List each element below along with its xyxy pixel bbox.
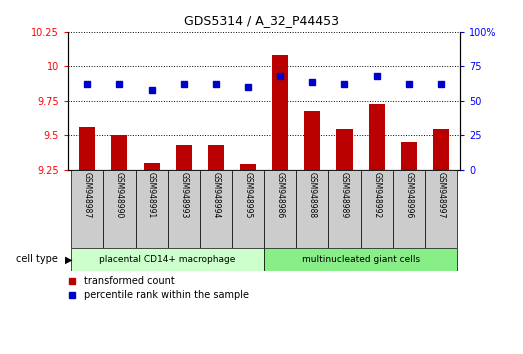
Text: GSM948994: GSM948994: [211, 172, 220, 219]
Text: GSM948993: GSM948993: [179, 172, 188, 219]
Bar: [264, 248, 457, 271]
Bar: [425, 170, 457, 248]
Text: multinucleated giant cells: multinucleated giant cells: [301, 255, 419, 264]
Text: GSM948987: GSM948987: [83, 172, 92, 218]
Bar: [168, 170, 200, 248]
Text: GSM948989: GSM948989: [340, 172, 349, 218]
Bar: [369, 104, 385, 170]
Bar: [208, 145, 224, 170]
Bar: [336, 129, 353, 170]
Bar: [135, 170, 168, 248]
Bar: [264, 170, 296, 248]
Text: GSM948996: GSM948996: [404, 172, 413, 219]
Bar: [296, 170, 328, 248]
Text: cell type: cell type: [16, 254, 58, 264]
Bar: [79, 127, 95, 170]
Text: GSM948990: GSM948990: [115, 172, 124, 219]
Bar: [433, 129, 449, 170]
Bar: [71, 248, 264, 271]
Text: GDS5314 / A_32_P44453: GDS5314 / A_32_P44453: [184, 14, 339, 27]
Bar: [272, 55, 288, 170]
Bar: [393, 170, 425, 248]
Bar: [176, 145, 192, 170]
Text: percentile rank within the sample: percentile rank within the sample: [84, 290, 248, 300]
Text: GSM948991: GSM948991: [147, 172, 156, 218]
Text: placental CD14+ macrophage: placental CD14+ macrophage: [99, 255, 236, 264]
Bar: [200, 170, 232, 248]
Bar: [304, 110, 321, 170]
Bar: [401, 142, 417, 170]
Text: GSM948995: GSM948995: [244, 172, 253, 219]
Text: GSM948988: GSM948988: [308, 172, 317, 218]
Bar: [232, 170, 264, 248]
Bar: [71, 170, 104, 248]
Bar: [240, 164, 256, 170]
Text: GSM948986: GSM948986: [276, 172, 285, 218]
Text: GSM948992: GSM948992: [372, 172, 381, 218]
Bar: [328, 170, 360, 248]
Text: transformed count: transformed count: [84, 275, 175, 286]
Bar: [111, 136, 128, 170]
Text: GSM948997: GSM948997: [437, 172, 446, 219]
Text: ▶: ▶: [65, 254, 73, 264]
Bar: [143, 163, 160, 170]
Bar: [104, 170, 135, 248]
Bar: [360, 170, 393, 248]
